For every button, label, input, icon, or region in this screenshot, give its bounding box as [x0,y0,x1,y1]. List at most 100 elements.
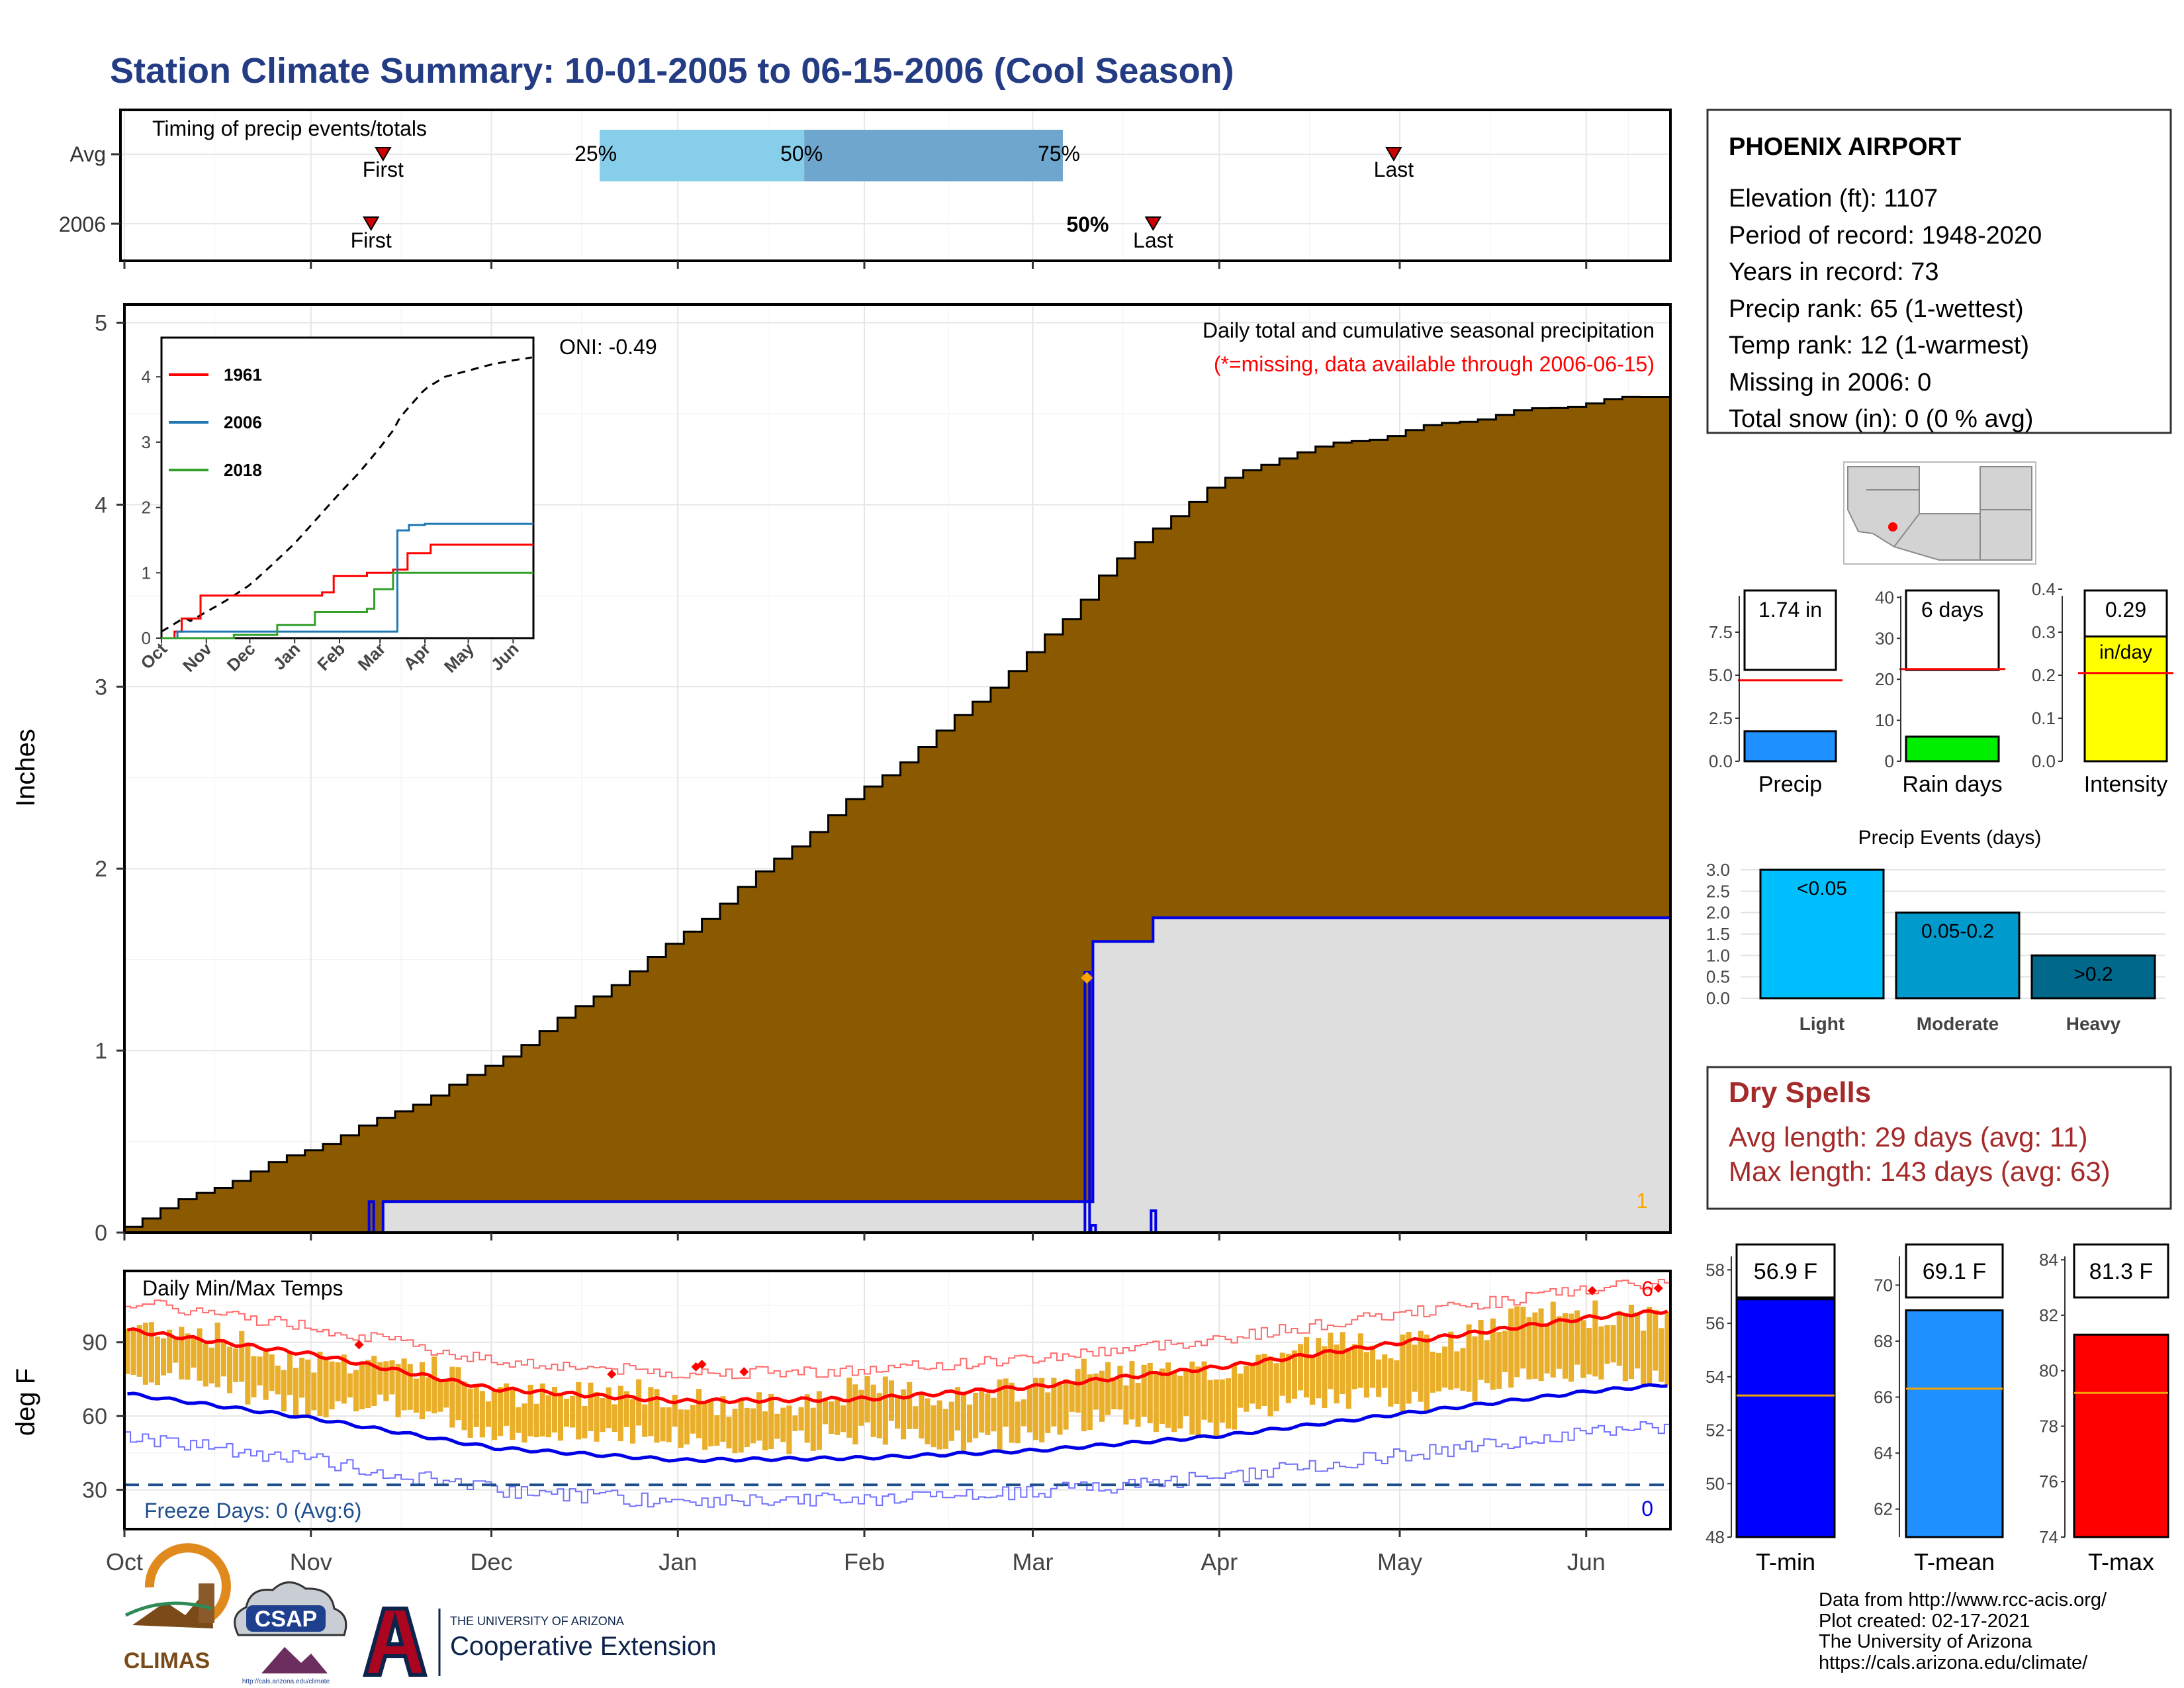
ua-logo: THE UNIVERSITY OF ARIZONA Cooperative Ex… [363,1607,716,1677]
ua-bottom-text: Cooperative Extension [450,1632,716,1661]
daily-temp-bar [690,1405,696,1434]
record-marker [354,1340,364,1350]
summary-ytick-label: 0.1 [2032,708,2056,728]
inset-legend-2006: 2006 [224,412,262,432]
daily-temp-bar [750,1408,756,1444]
precip-border [123,303,1672,1234]
climas-sun-icon [144,1543,231,1628]
daily-temp-bar [1370,1345,1376,1388]
daily-temp-bar [1273,1363,1279,1411]
summary-ytick-label: 30 [1875,628,1894,648]
daily-temp-bar [1351,1344,1357,1389]
temp-daily-bars [124,1300,1670,1454]
timing-panel: Timing of precip events/totals Avg 2006 … [59,109,1672,269]
daily-temp-bar [588,1382,594,1431]
daily-temp-bar [816,1391,822,1450]
daily-temp-bar [1653,1309,1659,1371]
temp-xticks: Oct Nov Dec Jan Feb Mar Apr May Jun [106,1529,1606,1575]
daily-temp-bar [473,1387,479,1427]
daily-temp-bar [287,1352,293,1395]
daily-temp-bar [907,1382,913,1429]
daily-temp-bar [1063,1379,1069,1430]
daily-temp-bar [1279,1352,1285,1396]
timing-p75: 75% [1038,142,1080,165]
temp-summary-bars: 56.9 F 48 50 52 54 56 58 T-min 69.1 F 62 64 66 68 70 T… [1706,1243,2169,1575]
missing-data-marker [1081,972,1093,984]
timing-bar-50-75 [804,130,1063,181]
daily-temp-bar [1526,1317,1532,1380]
precip-ytick-label: 3 [95,675,107,700]
daily-temp-bar [1021,1399,1026,1427]
daily-temp-bar [251,1356,257,1397]
events-bar-box: 0.05-0.2 [1921,921,1994,943]
daily-temp-bar [522,1403,527,1443]
temp-summary-ytick-label: 58 [1706,1260,1725,1280]
station-precip-rank: Precip rank: 65 (1-wettest) [1729,295,2024,323]
daily-temp-bar [564,1399,570,1427]
daily-temp-bar [1291,1350,1297,1399]
events-ytick-label: 2.0 [1706,903,1730,923]
daily-temp-bar [275,1366,281,1395]
daily-temp-bar [1448,1331,1454,1390]
precip-ylabel: Inches [11,729,40,807]
station-box [1706,109,2172,434]
timing-p50: 50% [780,142,823,165]
summary-ytick-label: 0 [1885,751,1894,771]
daily-temp-bar [1093,1373,1099,1410]
events-xtick-label: Light [1799,1013,1844,1034]
temp-summary-ytick-label: 80 [2039,1361,2058,1381]
daily-temp-bar [341,1354,347,1404]
daily-temp-bar [1418,1331,1424,1402]
temp-summary-label: T-min [1756,1548,1815,1575]
timing-2006-overlap-label: 50% [1066,212,1109,236]
inset-ytick-label: 0 [142,628,151,648]
timing-bars [600,130,1063,181]
events-ytick-label: 0.0 [1706,988,1730,1008]
daily-temp-bar [335,1362,341,1401]
daily-temp-bar [1442,1346,1448,1388]
daily-temp-bar [1641,1331,1647,1385]
daily-temp-bar [1255,1354,1261,1409]
footer: Data from http://www.rcc-acis.org/ Plot … [1819,1589,2107,1673]
daily-temp-bar [1250,1364,1255,1404]
daily-temp-bar [870,1384,876,1437]
daily-temp-bar [1376,1359,1382,1397]
summary-value-box [1905,589,2000,671]
climas-bar-icon [199,1583,214,1623]
daily-temp-bar [1165,1362,1171,1428]
events-ytick-label: 1.5 [1706,924,1730,944]
events-bar [1895,912,2021,1000]
timing-avg-last-label: Last [1374,158,1414,181]
daily-temp-bar [1039,1378,1045,1442]
events-bar [2030,954,2156,1000]
daily-temp-bar [882,1376,888,1445]
daily-temp-bar [925,1398,931,1444]
inset-legend-2018: 2018 [224,460,262,480]
station-temp-rank: Temp rank: 12 (1-warmest) [1729,332,2029,359]
summary-ytick-label: 0.3 [2032,622,2056,642]
daily-temp-bar [973,1393,979,1438]
temp-summary-ytick-label: 48 [1706,1527,1725,1547]
daily-temp-bar [1009,1382,1015,1443]
temp-summary-ytick-label: 68 [1874,1331,1893,1351]
daily-temp-bar [323,1356,329,1418]
daily-temp-bar [822,1400,828,1425]
daily-temp-bar [901,1389,907,1440]
avg-tmin-line [127,1383,1668,1464]
daily-temp-bar [305,1359,311,1418]
summary-value-text: 1.74 in [1758,598,1822,622]
daily-temp-bar [545,1395,551,1438]
daily-temp-bar [1544,1325,1550,1374]
daily-temp-bar [1225,1378,1231,1429]
summary-ytick-label: 20 [1875,669,1894,689]
summary-ytick-label: 0.0 [1709,751,1733,771]
timing-avg-first-marker [375,147,392,162]
missing-count: 1 [1636,1189,1648,1213]
daily-temp-bar [768,1393,774,1449]
daily-temp-bar [829,1401,835,1434]
daily-temp-bar [1045,1392,1051,1433]
summary-bar-label: Rain days [1902,772,2002,797]
station-name: PHOENIX AIRPORT [1729,133,1961,161]
daily-temp-bar [227,1346,233,1393]
